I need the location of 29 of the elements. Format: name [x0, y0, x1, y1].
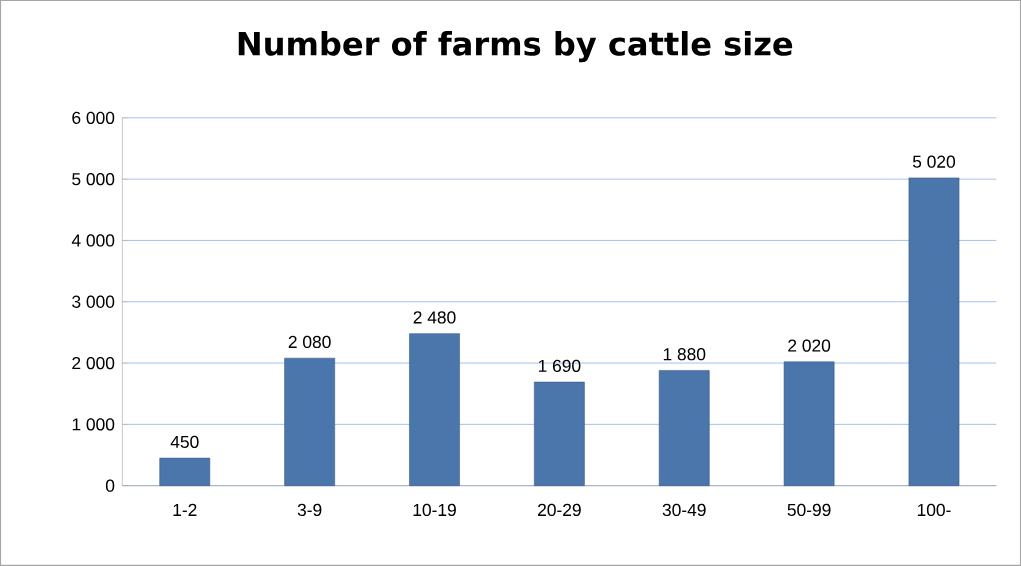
bar: [409, 333, 460, 486]
y-tick-label: 4 000: [71, 234, 115, 247]
data-label: 2 080: [288, 335, 331, 349]
x-tick-label: 30-49: [662, 503, 706, 517]
bar: [783, 361, 835, 486]
data-label: 1 880: [663, 348, 706, 361]
data-label: 450: [170, 435, 199, 449]
bar: [908, 177, 960, 486]
y-tick-label: 2 000: [72, 356, 115, 370]
y-tick-label: 3 000: [72, 295, 115, 308]
bar: [284, 357, 335, 486]
x-tick-label: 50-99: [787, 503, 831, 517]
x-tick-label: 20-29: [538, 503, 581, 517]
y-tick-label: 6 000: [72, 111, 115, 125]
bar: [658, 370, 710, 486]
x-tick-label: 10-19: [413, 503, 456, 517]
bar: [159, 457, 211, 486]
y-tick-label: 5 000: [72, 173, 115, 186]
y-tick-label: 1 000: [72, 418, 115, 431]
x-tick-label: 3-9: [297, 503, 322, 517]
data-label: 1 690: [538, 359, 581, 373]
chart-title: Number of farms by cattle size: [238, 31, 793, 63]
data-label: 2 020: [788, 339, 831, 352]
x-tick-label: 100-: [917, 503, 951, 517]
data-label: 5 020: [912, 155, 956, 168]
y-tick-label: 0: [105, 479, 115, 492]
data-label: 2 480: [413, 311, 456, 324]
x-tick-label: 1-2: [173, 503, 197, 516]
bar: [534, 381, 585, 486]
